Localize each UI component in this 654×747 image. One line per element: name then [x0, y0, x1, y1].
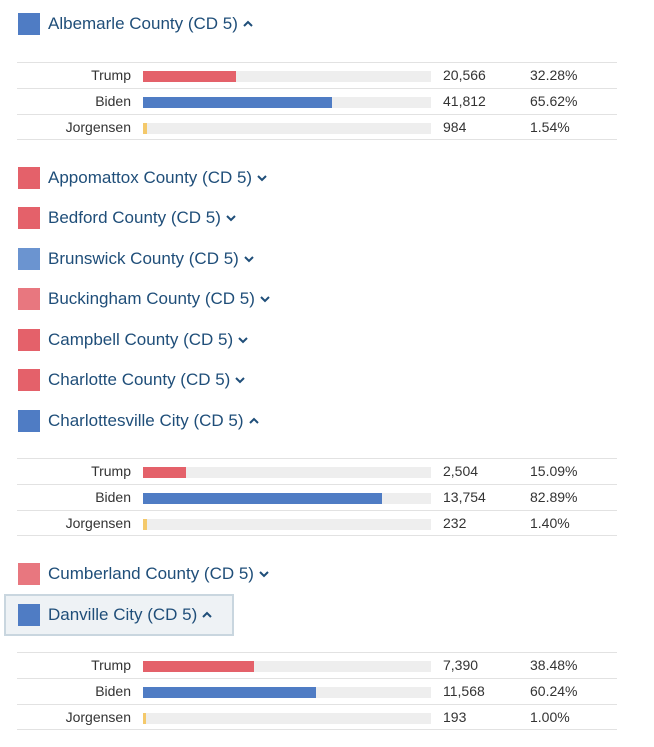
candidate-name: Jorgensen [65, 709, 131, 725]
result-row-jorgensen: Jorgensen 232 1.40% [17, 510, 617, 536]
result-row-jorgensen: Jorgensen 984 1.54% [17, 114, 617, 140]
vote-count: 2,504 [443, 463, 479, 479]
county-header-brunswick[interactable]: Brunswick County (CD 5) [4, 239, 255, 279]
results-table-albemarle: Trump 20,566 32.28% Biden 41,812 65.62% … [17, 62, 617, 140]
county-header-buckingham[interactable]: Buckingham County (CD 5) [4, 279, 271, 319]
result-row-trump: Trump 20,566 32.28% [17, 62, 617, 88]
county-header-danville[interactable]: Danville City (CD 5) [4, 594, 234, 636]
county-name: Danville City (CD 5) [48, 605, 198, 624]
vote-count: 232 [443, 515, 467, 531]
vote-bar-track [143, 713, 431, 724]
county-name: Charlotte County (CD 5) [48, 370, 231, 389]
county-color-swatch [18, 167, 40, 189]
county-color-swatch [18, 369, 40, 391]
vote-percent: 65.62% [530, 93, 578, 109]
vote-bar-fill [143, 467, 186, 478]
candidate-name: Biden [95, 93, 131, 109]
chevron-up-icon[interactable] [201, 609, 213, 621]
vote-bar-track [143, 71, 431, 82]
chevron-down-icon[interactable] [258, 568, 270, 580]
chevron-down-icon[interactable] [256, 172, 268, 184]
county-color-swatch [18, 410, 40, 432]
result-row-biden: Biden 11,568 60.24% [17, 678, 617, 704]
vote-bar-fill [143, 661, 254, 672]
vote-bar-fill [143, 687, 316, 698]
vote-percent: 1.00% [530, 709, 570, 725]
chevron-down-icon[interactable] [259, 293, 271, 305]
county-color-swatch [18, 288, 40, 310]
chevron-down-icon[interactable] [225, 212, 237, 224]
vote-bar-track [143, 493, 431, 504]
vote-bar-track [143, 97, 431, 108]
vote-bar-fill [143, 71, 236, 82]
vote-bar-fill [143, 713, 146, 724]
county-header-bedford[interactable]: Bedford County (CD 5) [4, 198, 237, 238]
vote-bar-track [143, 661, 431, 672]
vote-percent: 1.40% [530, 515, 570, 531]
county-header-cumberland[interactable]: Cumberland County (CD 5) [4, 554, 270, 594]
result-row-trump: Trump 2,504 15.09% [17, 458, 617, 484]
candidate-name: Jorgensen [65, 119, 131, 135]
vote-percent: 15.09% [530, 463, 578, 479]
county-color-swatch [18, 563, 40, 585]
vote-percent: 1.54% [530, 119, 570, 135]
vote-percent: 38.48% [530, 657, 578, 673]
results-table-danville: Trump 7,390 38.48% Biden 11,568 60.24% J… [17, 652, 617, 730]
candidate-name: Trump [91, 463, 131, 479]
county-name: Buckingham County (CD 5) [48, 289, 255, 308]
vote-bar-track [143, 687, 431, 698]
vote-percent: 32.28% [530, 67, 578, 83]
vote-count: 13,754 [443, 489, 486, 505]
chevron-up-icon[interactable] [248, 415, 260, 427]
vote-count: 984 [443, 119, 467, 135]
candidate-name: Biden [95, 489, 131, 505]
vote-count: 7,390 [443, 657, 479, 673]
vote-bar-track [143, 123, 431, 134]
result-row-trump: Trump 7,390 38.48% [17, 652, 617, 678]
vote-percent: 60.24% [530, 683, 578, 699]
county-color-swatch [18, 604, 40, 626]
county-color-swatch [18, 13, 40, 35]
chevron-down-icon[interactable] [237, 334, 249, 346]
county-name: Charlottesville City (CD 5) [48, 411, 244, 430]
candidate-name: Jorgensen [65, 515, 131, 531]
county-name: Brunswick County (CD 5) [48, 249, 239, 268]
results-table-charlottesville: Trump 2,504 15.09% Biden 13,754 82.89% J… [17, 458, 617, 536]
county-header-appomattox[interactable]: Appomattox County (CD 5) [4, 158, 268, 198]
county-name: Albemarle County (CD 5) [48, 14, 238, 33]
vote-bar-fill [143, 493, 382, 504]
vote-count: 193 [443, 709, 467, 725]
county-header-campbell[interactable]: Campbell County (CD 5) [4, 320, 249, 360]
vote-bar-track [143, 519, 431, 530]
candidate-name: Biden [95, 683, 131, 699]
vote-bar-fill [143, 519, 147, 530]
result-row-biden: Biden 13,754 82.89% [17, 484, 617, 510]
county-name: Campbell County (CD 5) [48, 330, 234, 349]
county-color-swatch [18, 248, 40, 270]
county-name: Cumberland County (CD 5) [48, 564, 254, 583]
vote-bar-fill [143, 123, 147, 134]
vote-percent: 82.89% [530, 489, 578, 505]
county-header-charlottesville[interactable]: Charlottesville City (CD 5) [4, 401, 260, 441]
vote-count: 11,568 [443, 683, 485, 699]
vote-count: 20,566 [443, 67, 486, 83]
county-header-albemarle[interactable]: Albemarle County (CD 5) [4, 4, 254, 44]
candidate-name: Trump [91, 67, 131, 83]
county-color-swatch [18, 329, 40, 351]
county-name: Appomattox County (CD 5) [48, 168, 253, 187]
chevron-down-icon[interactable] [243, 253, 255, 265]
county-name: Bedford County (CD 5) [48, 208, 221, 227]
vote-count: 41,812 [443, 93, 486, 109]
county-color-swatch [18, 207, 40, 229]
chevron-up-icon[interactable] [242, 18, 254, 30]
chevron-down-icon[interactable] [234, 374, 246, 386]
result-row-jorgensen: Jorgensen 193 1.00% [17, 704, 617, 730]
vote-bar-fill [143, 97, 332, 108]
county-header-charlotte[interactable]: Charlotte County (CD 5) [4, 360, 246, 400]
vote-bar-track [143, 467, 431, 478]
result-row-biden: Biden 41,812 65.62% [17, 88, 617, 114]
candidate-name: Trump [91, 657, 131, 673]
